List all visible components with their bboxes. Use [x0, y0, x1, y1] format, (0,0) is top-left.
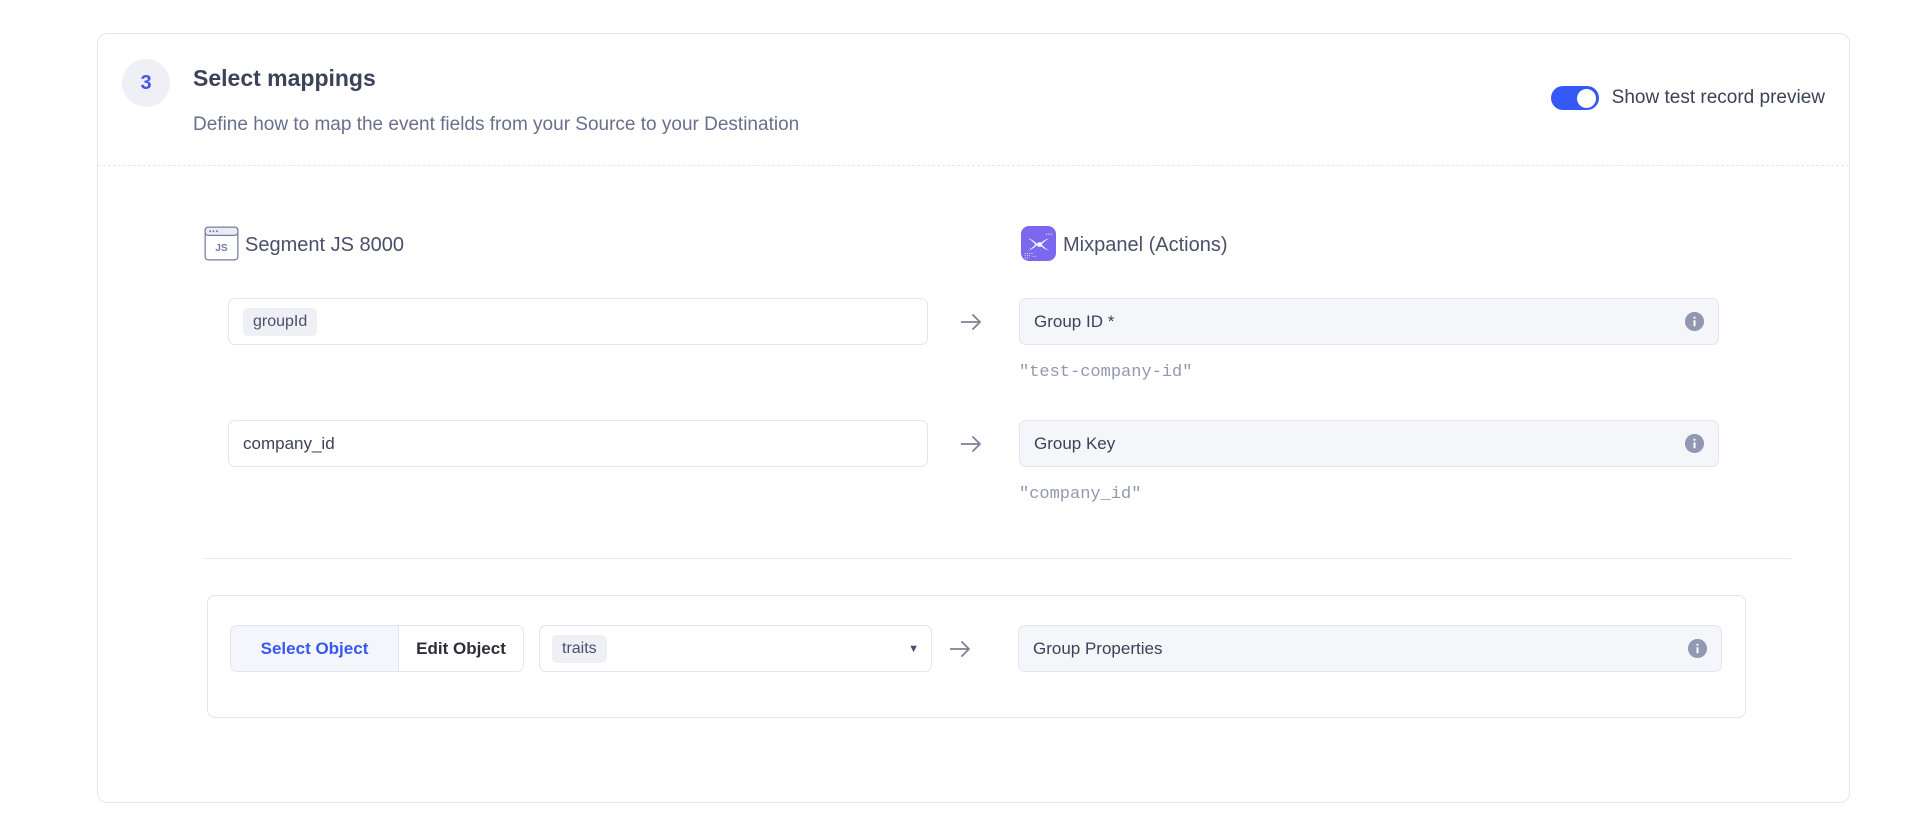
- svg-text:JS: JS: [215, 243, 228, 254]
